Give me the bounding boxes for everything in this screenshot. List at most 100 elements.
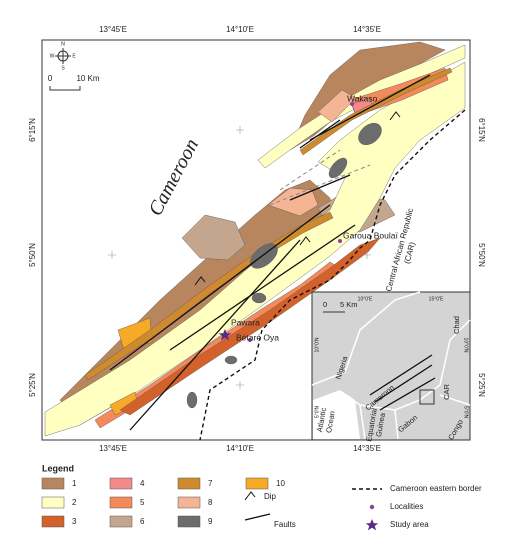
- border: [439, 394, 471, 406]
- scale-label: 0: [48, 74, 53, 83]
- legend-swatch: [109, 515, 133, 528]
- legend-title: Legend: [42, 463, 74, 473]
- scale-label: 0: [323, 300, 327, 309]
- lon-label: 15°0'E: [429, 296, 444, 302]
- legend-label: Study area: [390, 520, 429, 529]
- lon-label: 14°35'E: [353, 444, 381, 453]
- legend-swatch: [177, 477, 201, 490]
- legend-swatch: [109, 496, 133, 509]
- border: [359, 404, 366, 440]
- lat-label: 5°25'N: [477, 373, 486, 397]
- unit-6: [181, 214, 246, 261]
- unit-9: [358, 122, 382, 146]
- unit-8: [317, 89, 357, 123]
- border: [311, 291, 421, 386]
- fault: [309, 74, 431, 141]
- lat-label: 5°50'N: [28, 243, 37, 267]
- legend-label: Cameroon eastern border: [390, 484, 482, 493]
- legend-label: 10: [276, 479, 285, 488]
- faults: [109, 74, 466, 441]
- geology: [44, 41, 466, 437]
- lat-label: 10°0'N: [463, 338, 469, 353]
- locality-dot: [350, 102, 354, 106]
- inset: 0 5 Km 10°0'E 15°0'E 10°0'N 5°0'N 10°0'N…: [311, 291, 471, 442]
- lat-label: 5°25'N: [28, 373, 37, 397]
- ocean-label: Ocean: [324, 410, 337, 433]
- lon-label: 14°10'E: [226, 25, 254, 34]
- fault: [374, 364, 433, 403]
- legend-label: 6: [140, 517, 145, 526]
- country-label: CAR: [442, 384, 451, 400]
- border: [394, 409, 399, 440]
- compass: [55, 48, 71, 64]
- unit-3: [119, 237, 381, 416]
- legend-swatch: [41, 477, 65, 490]
- country-label: Chad: [452, 316, 461, 334]
- fault: [369, 354, 433, 396]
- lon-label: 10°0'E: [358, 296, 373, 302]
- lat-label: 6°15'N: [28, 118, 37, 142]
- lon-label: 14°10'E: [226, 444, 254, 453]
- fault: [109, 204, 331, 371]
- ocean-label: Atlantic: [315, 407, 328, 433]
- inferred-fault: [279, 149, 341, 191]
- locality-label: Garoua Boulaï: [343, 230, 398, 240]
- legend-swatch: [177, 515, 201, 528]
- unit-7: [299, 67, 453, 156]
- legend-label: 5: [140, 498, 145, 507]
- lat-label: 5°50'N: [477, 243, 486, 267]
- lon-label: 14°35'E: [353, 25, 381, 34]
- fault: [129, 239, 301, 431]
- fault: [299, 119, 341, 149]
- locality-label: Wakaso: [347, 93, 378, 103]
- ocean: [313, 390, 360, 439]
- legend-label: 8: [208, 498, 213, 507]
- legend-label: Localities: [390, 502, 423, 511]
- lat-label: 6°15'N: [477, 118, 486, 142]
- star-symbol: [365, 519, 379, 531]
- lon-label: 13°45'E: [99, 444, 127, 453]
- legend-swatch: [41, 515, 65, 528]
- legend-label: 1: [72, 479, 77, 488]
- dip-symbol: [194, 276, 206, 286]
- legend-label: 7: [208, 479, 213, 488]
- legend-label: 2: [72, 498, 77, 507]
- unit-9: [251, 292, 267, 304]
- unit-8: [267, 187, 319, 217]
- legend-swatch: [245, 477, 269, 490]
- inferred-fault: [269, 164, 371, 206]
- legend: Legend Dip Faults Cameroon eastern borde…: [41, 463, 482, 531]
- compass-letter: E: [72, 53, 76, 59]
- locality-dot: [248, 338, 252, 342]
- country-label: Guinea: [374, 411, 387, 437]
- locality-dot: [338, 239, 342, 243]
- dip-symbol: [299, 236, 311, 246]
- compass-letter: N: [61, 41, 65, 47]
- dip-symbol: [244, 491, 256, 501]
- compass-letter: S: [61, 65, 65, 71]
- study-area-star: [218, 329, 232, 341]
- locality-symbol: [369, 504, 375, 510]
- lat-label: 5°0'N: [314, 406, 320, 419]
- fault: [289, 174, 351, 201]
- fault: [379, 377, 436, 411]
- grid-crosses: [108, 126, 371, 389]
- locality-label: Bétaré Oya: [236, 332, 279, 342]
- lon-label: 13°45'E: [99, 25, 127, 34]
- lat-label: 10°0'N: [314, 337, 320, 352]
- scale-label: 10 Km: [76, 74, 99, 83]
- fault: [169, 224, 356, 351]
- unit-9: [224, 355, 238, 365]
- unit-9: [186, 391, 198, 409]
- study-box: [419, 389, 435, 405]
- scale-bar: [49, 86, 81, 91]
- lat-label: 5°0'N: [463, 406, 469, 419]
- compass-letter: W: [50, 53, 55, 59]
- legend-swatch: [109, 477, 133, 490]
- eastern-border: [199, 109, 466, 441]
- scale-label: 5 Km: [340, 300, 358, 309]
- locality-label: Pawara: [231, 317, 260, 327]
- legend-swatch: [41, 496, 65, 509]
- unit-9: [328, 157, 348, 179]
